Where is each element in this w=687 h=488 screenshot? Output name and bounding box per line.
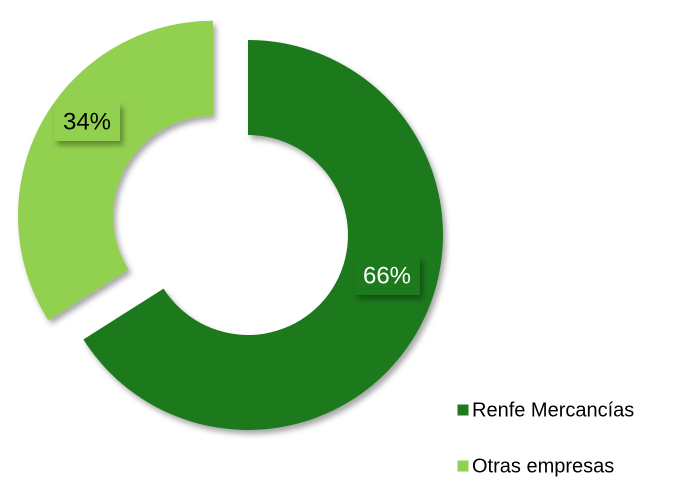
label-box: [354, 257, 420, 295]
legend-marker: [456, 459, 470, 473]
slice: [83, 40, 443, 430]
slice: [17, 20, 213, 321]
labels: 66% 34%: [54, 103, 420, 295]
data-label: 34%: [63, 108, 111, 135]
label-box: [54, 103, 120, 141]
slices: [17, 20, 443, 430]
legend-label: Otras empresas: [472, 455, 614, 477]
legend-label: Renfe Mercancías: [472, 399, 634, 421]
legend-marker: [456, 403, 470, 417]
data-label: 66%: [363, 262, 411, 289]
legend: Renfe Mercancías Otras empresas: [456, 399, 634, 477]
